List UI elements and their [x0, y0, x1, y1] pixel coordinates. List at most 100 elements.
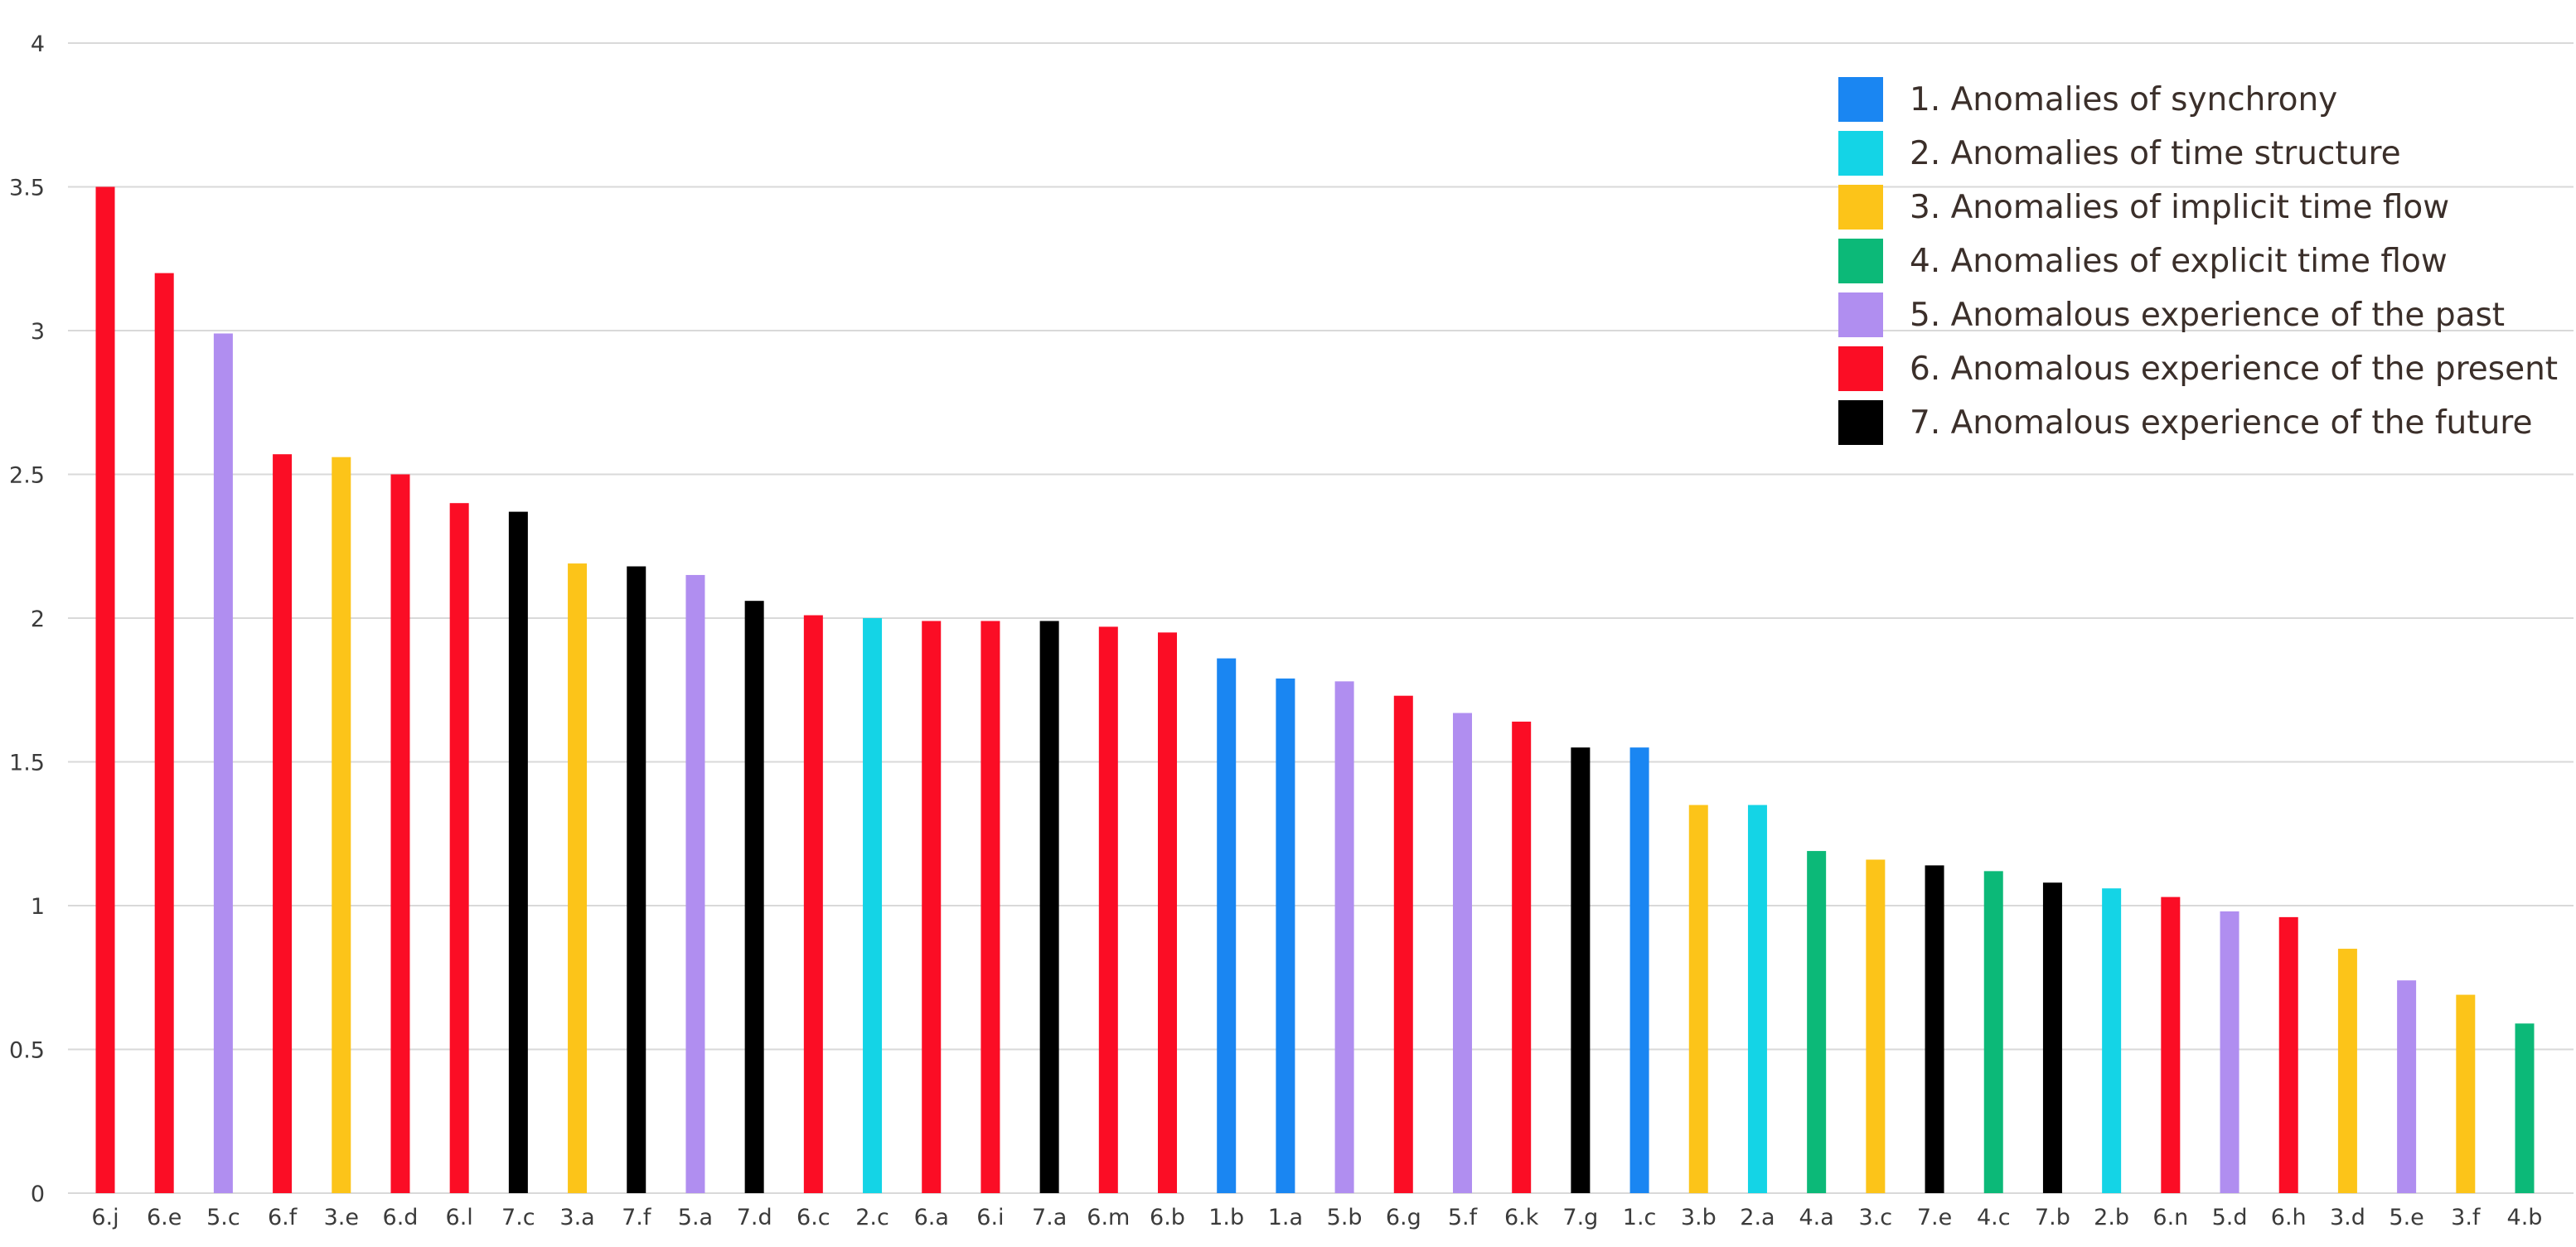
legend-swatch-4	[1838, 239, 1883, 283]
x-tick-label: 6.l	[446, 1205, 473, 1230]
x-tick-label: 4.b	[2507, 1205, 2543, 1230]
bar-7-a	[1039, 621, 1059, 1193]
bar-6-k	[1512, 721, 1532, 1193]
bar-7-c	[508, 511, 528, 1193]
y-tick-label: 0.5	[9, 1038, 45, 1064]
bar-7-e	[1925, 865, 1944, 1193]
x-tick-label: 2.a	[1740, 1205, 1775, 1230]
x-tick-label: 4.a	[1799, 1205, 1834, 1230]
bar-3-b	[1688, 805, 1708, 1193]
x-tick-label: 7.g	[1562, 1205, 1598, 1230]
bar-3-f	[2456, 994, 2476, 1193]
bar-6-d	[390, 474, 410, 1193]
legend-label-4: 4. Anomalies of explicit time flow	[1910, 243, 2448, 280]
y-tick-label: 2	[31, 607, 45, 632]
legend-swatch-7	[1838, 400, 1883, 445]
bar-3-d	[2337, 949, 2357, 1193]
x-tick-label: 5.c	[206, 1205, 240, 1230]
bar-6-m	[1098, 626, 1118, 1193]
legend-swatch-6	[1838, 346, 1883, 391]
legend-swatch-1	[1838, 77, 1883, 122]
bar-4-c	[1983, 871, 2003, 1193]
bar-3-a	[568, 563, 588, 1193]
x-tick-label: 3.d	[2330, 1205, 2365, 1230]
x-tick-label: 6.f	[268, 1205, 298, 1230]
bar-2-b	[2102, 888, 2122, 1193]
x-tick-label: 5.d	[2212, 1205, 2248, 1230]
bar-7-g	[1571, 747, 1591, 1193]
x-tick-label: 2.c	[855, 1205, 889, 1230]
bar-2-a	[1747, 805, 1767, 1193]
x-tick-label: 2.b	[2094, 1205, 2129, 1230]
x-tick-label: 6.b	[1150, 1205, 1185, 1230]
y-tick-label: 1	[31, 894, 45, 920]
bar-1-b	[1217, 658, 1237, 1193]
bar-5-d	[2220, 911, 2239, 1193]
x-tick-label: 6.k	[1504, 1205, 1539, 1230]
x-tick-label: 3.a	[559, 1205, 594, 1230]
bar-6-l	[449, 503, 469, 1193]
legend-label-2: 2. Anomalies of time structure	[1910, 135, 2401, 172]
bar-4-b	[2515, 1023, 2535, 1193]
x-tick-label: 5.f	[1448, 1205, 1479, 1230]
legend-label-5: 5. Anomalous experience of the past	[1910, 297, 2505, 334]
bar-6-h	[2278, 916, 2298, 1193]
x-tick-label: 7.f	[622, 1205, 652, 1230]
x-tick-label: 1.a	[1268, 1205, 1303, 1230]
legend-label-3: 3. Anomalies of implicit time flow	[1910, 189, 2449, 226]
bar-6-n	[2161, 897, 2181, 1193]
x-tick-label: 6.n	[2152, 1205, 2188, 1230]
x-tick-label: 6.j	[91, 1205, 119, 1230]
x-tick-label: 7.a	[1032, 1205, 1067, 1230]
x-tick-label: 6.d	[383, 1205, 419, 1230]
legend-swatch-2	[1838, 131, 1883, 176]
bar-6-b	[1158, 632, 1178, 1193]
bar-6-e	[154, 273, 174, 1194]
bar-6-f	[273, 454, 293, 1193]
bar-5-f	[1452, 713, 1472, 1193]
bar-6-a	[922, 621, 942, 1193]
gridlines	[68, 42, 2574, 1194]
y-tick-label: 2.5	[9, 463, 45, 489]
bar-6-g	[1393, 695, 1413, 1193]
bars	[95, 186, 2535, 1194]
y-tick-label: 3	[31, 319, 45, 345]
x-tick-label: 3.c	[1859, 1205, 1893, 1230]
bar-7-d	[744, 601, 764, 1193]
x-tick-label: 7.c	[501, 1205, 535, 1230]
bar-1-c	[1629, 747, 1649, 1193]
legend-label-7: 7. Anomalous experience of the future	[1910, 404, 2532, 442]
x-tick-label: 3.f	[2451, 1205, 2482, 1230]
x-tick-label: 6.g	[1386, 1205, 1421, 1230]
legend-label-6: 6. Anomalous experience of the present	[1910, 350, 2558, 388]
bar-7-f	[627, 566, 646, 1193]
x-tick-label: 1.c	[1623, 1205, 1657, 1230]
bar-6-i	[981, 621, 1000, 1193]
bar-2-c	[863, 618, 883, 1193]
y-tick-label: 0	[31, 1182, 45, 1207]
x-tick-label: 6.e	[147, 1205, 182, 1230]
x-tick-label: 3.e	[324, 1205, 359, 1230]
x-tick-label: 6.m	[1087, 1205, 1130, 1230]
x-tick-label: 7.b	[2035, 1205, 2070, 1230]
x-tick-label: 5.e	[2389, 1205, 2423, 1230]
bar-6-j	[95, 186, 115, 1193]
bar-5-b	[1334, 681, 1354, 1193]
x-tick-label: 7.d	[737, 1205, 772, 1230]
bar-6-c	[803, 615, 823, 1193]
legend-swatch-5	[1838, 292, 1883, 337]
y-axis-ticks: 0 0.5 1 1.5 2 2.5 3 3.5 4	[9, 31, 45, 1207]
legend: 1. Anomalies of synchrony 2. Anomalies of…	[1838, 77, 2558, 445]
y-tick-label: 1.5	[9, 751, 45, 776]
x-tick-label: 3.b	[1681, 1205, 1717, 1230]
bar-5-c	[213, 333, 233, 1194]
y-tick-label: 4	[31, 31, 45, 57]
x-axis-ticks: 6.j 6.e 5.c 6.f 3.e 6.d 6.l 7.c 3.a 7.f 5.a 7.d 6.c 2…	[91, 1205, 2542, 1230]
x-tick-label: 6.c	[797, 1205, 830, 1230]
y-tick-label: 3.5	[9, 176, 45, 201]
bar-5-e	[2397, 980, 2417, 1193]
bar-4-a	[1807, 851, 1827, 1193]
x-tick-label: 6.a	[914, 1205, 949, 1230]
bar-5-a	[685, 574, 705, 1193]
x-tick-label: 7.e	[1917, 1205, 1952, 1230]
